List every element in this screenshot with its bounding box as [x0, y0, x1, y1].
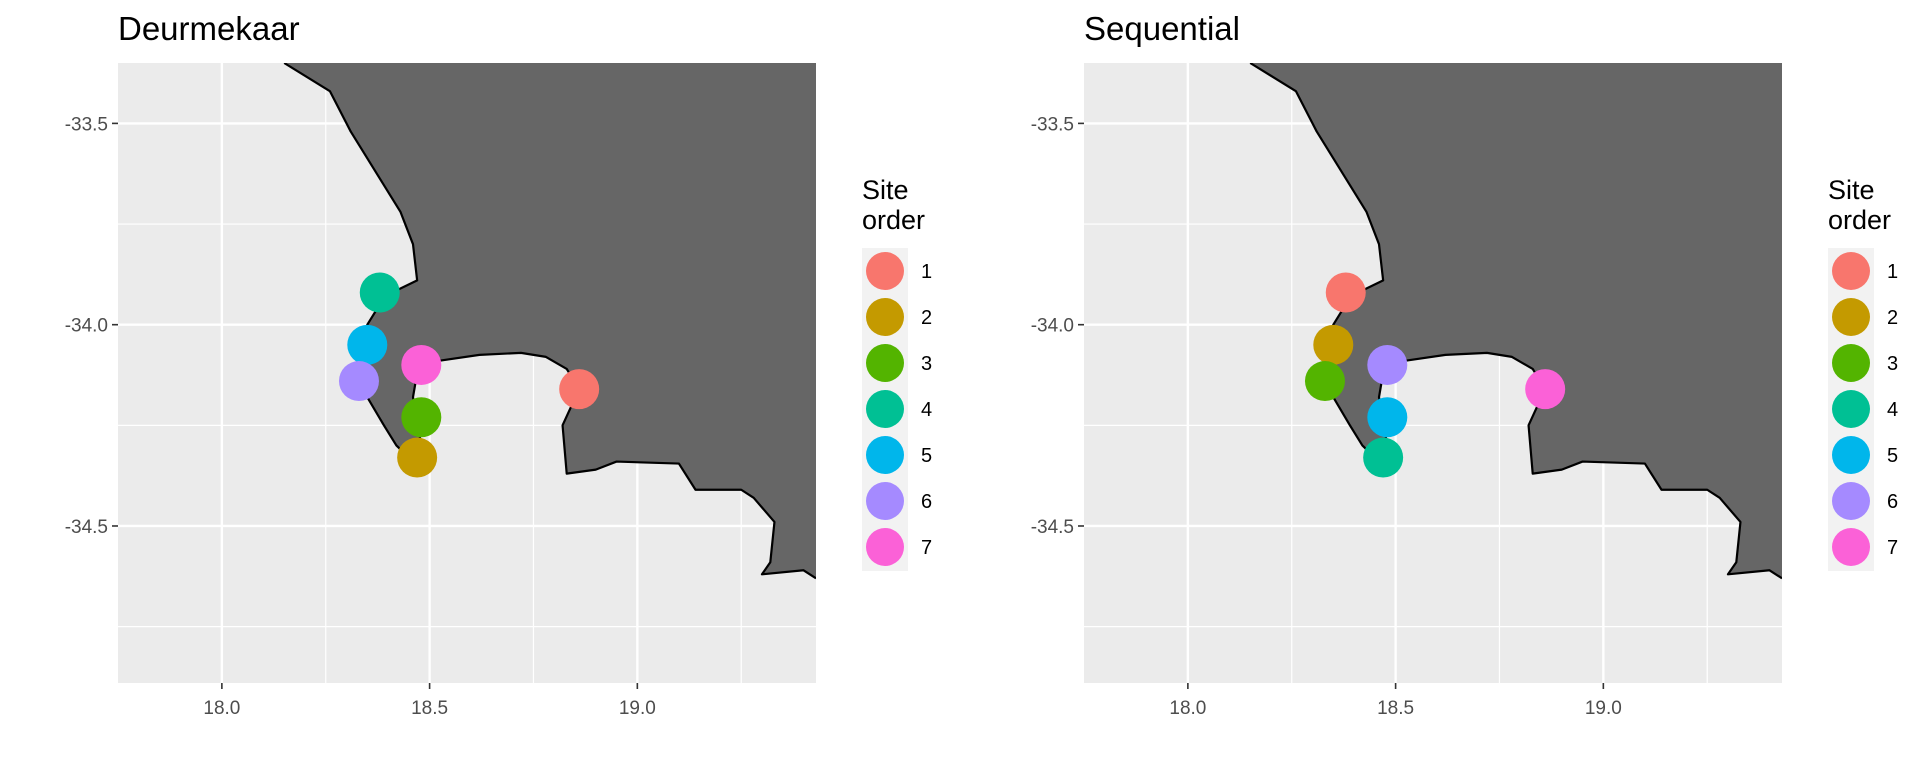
site-point-3: [401, 397, 442, 438]
legend-key-5: [866, 436, 904, 474]
legend-title-line-1: Site: [862, 175, 909, 205]
x-tick-label: 19.0: [619, 698, 656, 719]
y-tick-label: -33.5: [1031, 114, 1074, 135]
legend-items: 1 2 3 4 5 6 7: [866, 252, 932, 566]
legend-key-3: [866, 344, 904, 382]
panel-title: Sequential: [1084, 10, 1240, 47]
legend-key-7: [1832, 528, 1870, 566]
x-tick-label: 18.5: [411, 698, 448, 719]
site-point-3: [1304, 361, 1345, 402]
panel-title: Deurmekaar: [118, 10, 300, 47]
site-point-1: [559, 369, 600, 410]
legend-key-4: [866, 390, 904, 428]
legend-key-1: [866, 252, 904, 290]
legend-title-line-1: Site: [1828, 175, 1875, 205]
legend-key-4: [1832, 390, 1870, 428]
map-panel-sequential: Sequential 18.0 18.5 19.0 -33.5-34.0-34.5 …: [1031, 10, 1898, 719]
legend: Site order 1 2 3 4 5 6 7: [862, 175, 932, 571]
site-point-7: [1525, 369, 1566, 410]
site-point-5: [347, 324, 388, 365]
y-axis-ticks: -33.5 -34.0 -34.5: [1031, 114, 1084, 538]
legend-key-7: [866, 528, 904, 566]
legend-key-3: [1832, 344, 1870, 382]
y-tick-label: -33.5: [65, 114, 108, 135]
y-tick-label: -34.0: [65, 316, 108, 337]
site-points: [1304, 272, 1566, 478]
legend-label: 5: [921, 445, 932, 467]
y-tick-label: -34.5: [1031, 517, 1074, 538]
x-tick-label: 18.0: [1169, 698, 1206, 719]
site-point-6: [1367, 344, 1408, 385]
y-tick-label: -34.0: [1031, 316, 1074, 337]
legend-key-5: [1832, 436, 1870, 474]
legend-key-1: [1832, 252, 1870, 290]
legend-label: 1: [1887, 261, 1898, 283]
legend-label: 3: [1887, 353, 1898, 375]
legend-label: 7: [921, 537, 932, 559]
legend-label: 6: [1887, 491, 1898, 513]
legend-label: 2: [1887, 307, 1898, 329]
x-tick-label: 18.5: [1377, 698, 1414, 719]
x-axis-ticks: 18.0 18.5 19.0: [1169, 683, 1622, 719]
x-tick-label: 18.0: [203, 698, 240, 719]
x-tick-label: 19.0: [1585, 698, 1622, 719]
legend-title-line-2: order: [862, 205, 925, 235]
map-panel-deurmekaar: Deurmekaar 18.0 18.5 19.0 -33.5-34.0-34.5 …: [65, 10, 932, 719]
legend-key-2: [1832, 298, 1870, 336]
site-point-2: [397, 437, 438, 478]
y-axis-ticks: -33.5 -34.0 -34.5: [65, 114, 118, 538]
site-point-2: [1313, 324, 1354, 365]
legend-title-line-2: order: [1828, 205, 1891, 235]
y-tick-label: -34.5: [65, 517, 108, 538]
site-point-6: [338, 361, 379, 402]
site-points: [338, 272, 600, 478]
legend-key-2: [866, 298, 904, 336]
legend-label: 7: [1887, 537, 1898, 559]
site-point-4: [359, 272, 400, 313]
site-point-1: [1325, 272, 1366, 313]
legend-items: 1 2 3 4 5 6 7: [1832, 252, 1898, 566]
legend-label: 1: [921, 261, 932, 283]
legend-label: 4: [1887, 399, 1898, 421]
site-point-4: [1363, 437, 1404, 478]
legend-label: 3: [921, 353, 932, 375]
legend: Site order 1 2 3 4 5 6 7: [1828, 175, 1898, 571]
site-point-5: [1367, 397, 1408, 438]
legend-key-6: [866, 482, 904, 520]
legend-label: 2: [921, 307, 932, 329]
site-point-7: [401, 344, 442, 385]
legend-label: 6: [921, 491, 932, 513]
legend-key-6: [1832, 482, 1870, 520]
legend-label: 5: [1887, 445, 1898, 467]
x-axis-ticks: 18.0 18.5 19.0: [203, 683, 656, 719]
legend-label: 4: [921, 399, 932, 421]
